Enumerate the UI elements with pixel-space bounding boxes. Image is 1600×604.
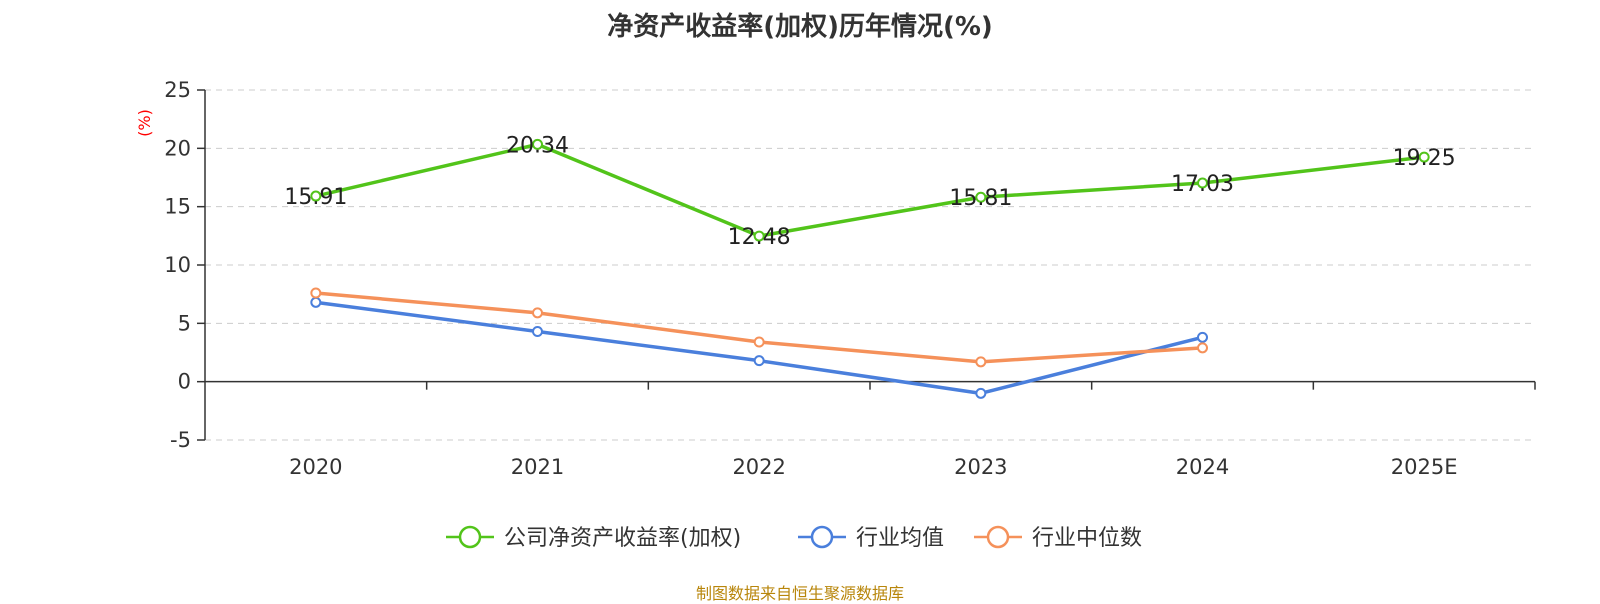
legend-label: 行业均值 [856, 526, 944, 551]
data-label: 15.91 [284, 185, 347, 210]
data-point [532, 326, 543, 337]
y-tick-label: -5 [170, 428, 191, 452]
x-tick-label: 2021 [511, 455, 564, 479]
series-line [315, 291, 1203, 364]
data-point [975, 387, 987, 399]
legend-marker [458, 525, 482, 549]
x-tick-label: 2023 [954, 455, 1007, 479]
data-label: 20.34 [506, 133, 569, 158]
x-tick-label: 2024 [1176, 455, 1229, 479]
data-point [975, 191, 987, 203]
legend-marker [810, 525, 834, 549]
data-point [1197, 331, 1208, 343]
data-point [310, 296, 322, 308]
data-point [532, 138, 543, 150]
axes: -5 0 5 10 15 20 25 2020 2021 2022 2023 2024 2025E [164, 78, 1536, 479]
legend-item: 行业中位数 [974, 525, 1142, 551]
legend-marker [986, 525, 1010, 549]
legend-item: 行业均值 [798, 525, 944, 551]
y-tick-label: 25 [164, 78, 191, 102]
y-axis-label: (%) [135, 109, 154, 137]
data-point [310, 190, 322, 202]
grid-lines [205, 89, 1535, 441]
data-point [753, 230, 765, 242]
legend-label: 行业中位数 [1032, 526, 1142, 551]
data-point [1197, 342, 1208, 354]
data-point [532, 307, 543, 319]
x-tick-label: 2022 [732, 455, 785, 479]
data-label: 17.03 [1171, 172, 1234, 197]
data-point [1418, 151, 1430, 163]
data-point [1197, 177, 1208, 189]
series-line [315, 300, 1203, 396]
y-tick-label: 15 [164, 195, 191, 219]
data-label: 19.25 [1393, 146, 1456, 171]
y-tick-label: 0 [178, 370, 191, 394]
legend: 公司净资产收益率(加权) 行业均值 行业中位数 [446, 525, 1142, 551]
source-note: 制图数据来自恒生聚源数据库 [695, 584, 904, 603]
x-tick-label: 2025E [1391, 455, 1458, 479]
data-point [753, 336, 765, 348]
series-line [315, 142, 1425, 238]
y-tick-label: 10 [164, 253, 191, 277]
data-point [975, 356, 987, 368]
legend-label: 公司净资产收益率(加权) [504, 526, 741, 551]
series-lines [310, 138, 1430, 399]
y-tick-label: 20 [164, 136, 191, 160]
data-label: 15.81 [949, 186, 1012, 211]
data-labels: 15.91 20.34 12.48 15.81 17.03 19.25 [284, 133, 1455, 250]
y-tick-label: 5 [178, 311, 191, 335]
data-label: 12.48 [728, 225, 791, 250]
chart-title: 净资产收益率(加权)历年情况(%) [607, 12, 993, 42]
data-point [310, 287, 322, 299]
data-point [753, 355, 765, 367]
x-tick-label: 2020 [289, 455, 342, 479]
legend-item: 公司净资产收益率(加权) [446, 525, 741, 551]
